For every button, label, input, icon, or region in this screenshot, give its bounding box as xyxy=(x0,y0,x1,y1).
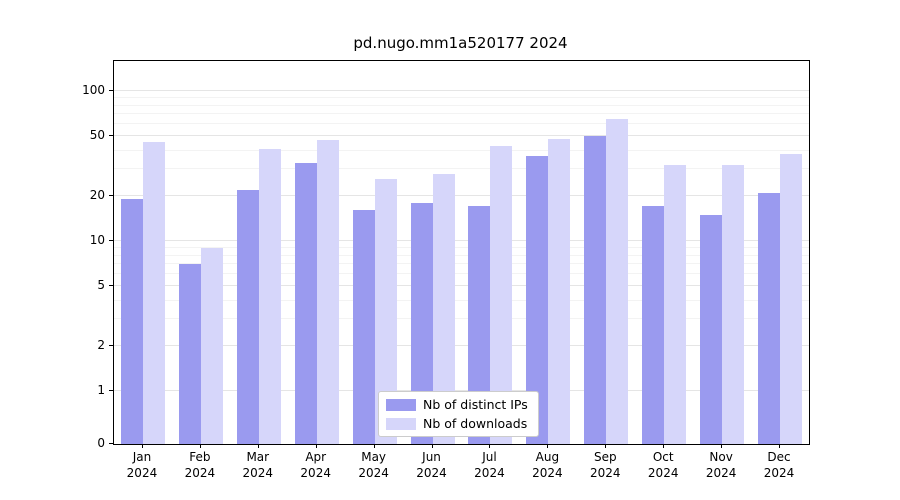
x-tick-label: Apr 2024 xyxy=(300,450,331,480)
y-tick-label: 0 xyxy=(97,436,105,450)
gridline-major xyxy=(114,285,809,287)
x-tick-mark xyxy=(489,444,491,448)
gridline-major xyxy=(114,344,809,346)
bar-downloads-aug xyxy=(548,138,571,444)
gridline-minor xyxy=(114,96,809,98)
bar-distinct-ips-oct xyxy=(642,206,665,444)
bar-downloads-nov xyxy=(722,165,745,444)
chart-title: pd.nugo.mm1a520177 2024 xyxy=(353,34,568,52)
y-tick-label: 10 xyxy=(89,233,105,247)
x-tick-mark xyxy=(315,444,317,448)
legend-label-downloads: Nb of downloads xyxy=(423,416,528,431)
gridline-minor xyxy=(114,246,809,248)
legend-label-distinct-ips: Nb of distinct IPs xyxy=(423,397,528,412)
bar-downloads-jan xyxy=(142,141,165,444)
x-tick-mark xyxy=(721,444,723,448)
gridline-major xyxy=(114,90,809,91)
gridline-minor xyxy=(114,299,809,301)
bar-downloads-may xyxy=(374,178,397,444)
y-tick-mark xyxy=(109,443,113,444)
y-tick-mark xyxy=(109,390,113,391)
x-tick-label: Mar 2024 xyxy=(242,450,274,480)
x-tick-label: Aug 2024 xyxy=(532,450,563,480)
x-tick-mark xyxy=(257,444,259,448)
y-tick-label: 5 xyxy=(97,278,105,293)
y-tick-mark xyxy=(109,194,113,196)
x-tick-label: Oct 2024 xyxy=(647,450,679,480)
bar-downloads-apr xyxy=(316,140,339,444)
legend-swatch-downloads xyxy=(386,417,416,430)
bar-distinct-ips-jan xyxy=(120,199,143,444)
gridline-minor xyxy=(114,273,809,275)
plot-area xyxy=(113,60,810,445)
gridline-major xyxy=(114,390,809,391)
bar-downloads-mar xyxy=(258,149,281,444)
y-tick-mark xyxy=(109,240,113,241)
y-tick-mark xyxy=(109,90,113,91)
y-tick-label: 20 xyxy=(89,187,105,202)
x-tick-mark xyxy=(779,444,781,448)
x-tick-mark xyxy=(431,444,433,448)
legend: Nb of distinct IPs Nb of downloads xyxy=(378,391,539,437)
bar-downloads-oct xyxy=(664,165,687,444)
bar-distinct-ips-mar xyxy=(236,189,259,444)
bar-downloads-dec xyxy=(780,154,803,444)
x-tick-label: Jul 2024 xyxy=(474,450,505,480)
legend-item-downloads: Nb of downloads xyxy=(386,416,528,431)
bar-downloads-jun xyxy=(432,173,455,444)
y-tick-mark xyxy=(109,344,113,346)
x-tick-mark xyxy=(199,444,201,448)
x-tick-label: May 2024 xyxy=(358,450,389,480)
x-tick-mark xyxy=(141,444,143,448)
gridline-minor xyxy=(114,113,809,115)
x-tick-label: Dec 2024 xyxy=(763,450,795,480)
bar-distinct-ips-dec xyxy=(758,192,781,444)
x-tick-label: Jan 2024 xyxy=(126,450,158,480)
y-tick-mark xyxy=(109,285,113,287)
x-tick-mark xyxy=(547,444,549,448)
bar-distinct-ips-feb xyxy=(178,264,201,444)
gridline-minor xyxy=(114,123,809,125)
bar-downloads-feb xyxy=(200,247,223,444)
gridline-major xyxy=(114,194,809,196)
y-tick-label: 50 xyxy=(89,128,105,143)
x-tick-label: Sep 2024 xyxy=(590,450,621,480)
gridline-major xyxy=(114,240,809,241)
bar-distinct-ips-aug xyxy=(526,155,549,444)
bar-distinct-ips-jul xyxy=(468,206,491,444)
bar-distinct-ips-apr xyxy=(294,163,317,444)
x-tick-label: Nov 2024 xyxy=(705,450,737,480)
y-tick-label: 100 xyxy=(82,83,105,97)
gridline-minor xyxy=(114,168,809,170)
x-tick-label: Jun 2024 xyxy=(416,450,447,480)
x-tick-mark xyxy=(373,444,375,448)
legend-item-distinct-ips: Nb of distinct IPs xyxy=(386,397,528,412)
legend-swatch-distinct-ips xyxy=(386,398,416,411)
gridline-major xyxy=(114,135,809,137)
bar-downloads-sep xyxy=(606,119,629,444)
gridline-minor xyxy=(114,263,809,265)
x-tick-mark xyxy=(605,444,607,448)
x-tick-label: Feb 2024 xyxy=(184,450,216,480)
gridline-minor xyxy=(114,104,809,106)
y-tick-mark xyxy=(109,135,113,137)
bar-distinct-ips-jun xyxy=(410,202,433,444)
bar-downloads-jul xyxy=(490,145,513,444)
bar-distinct-ips-sep xyxy=(584,136,607,444)
bar-distinct-ips-nov xyxy=(700,214,723,444)
y-tick-label: 2 xyxy=(97,337,105,352)
gridline-minor xyxy=(114,149,809,151)
x-tick-mark xyxy=(663,444,665,448)
bar-distinct-ips-may xyxy=(352,210,375,444)
gridline-minor xyxy=(114,254,809,256)
gridline-minor xyxy=(114,318,809,320)
y-tick-label: 1 xyxy=(97,383,105,397)
